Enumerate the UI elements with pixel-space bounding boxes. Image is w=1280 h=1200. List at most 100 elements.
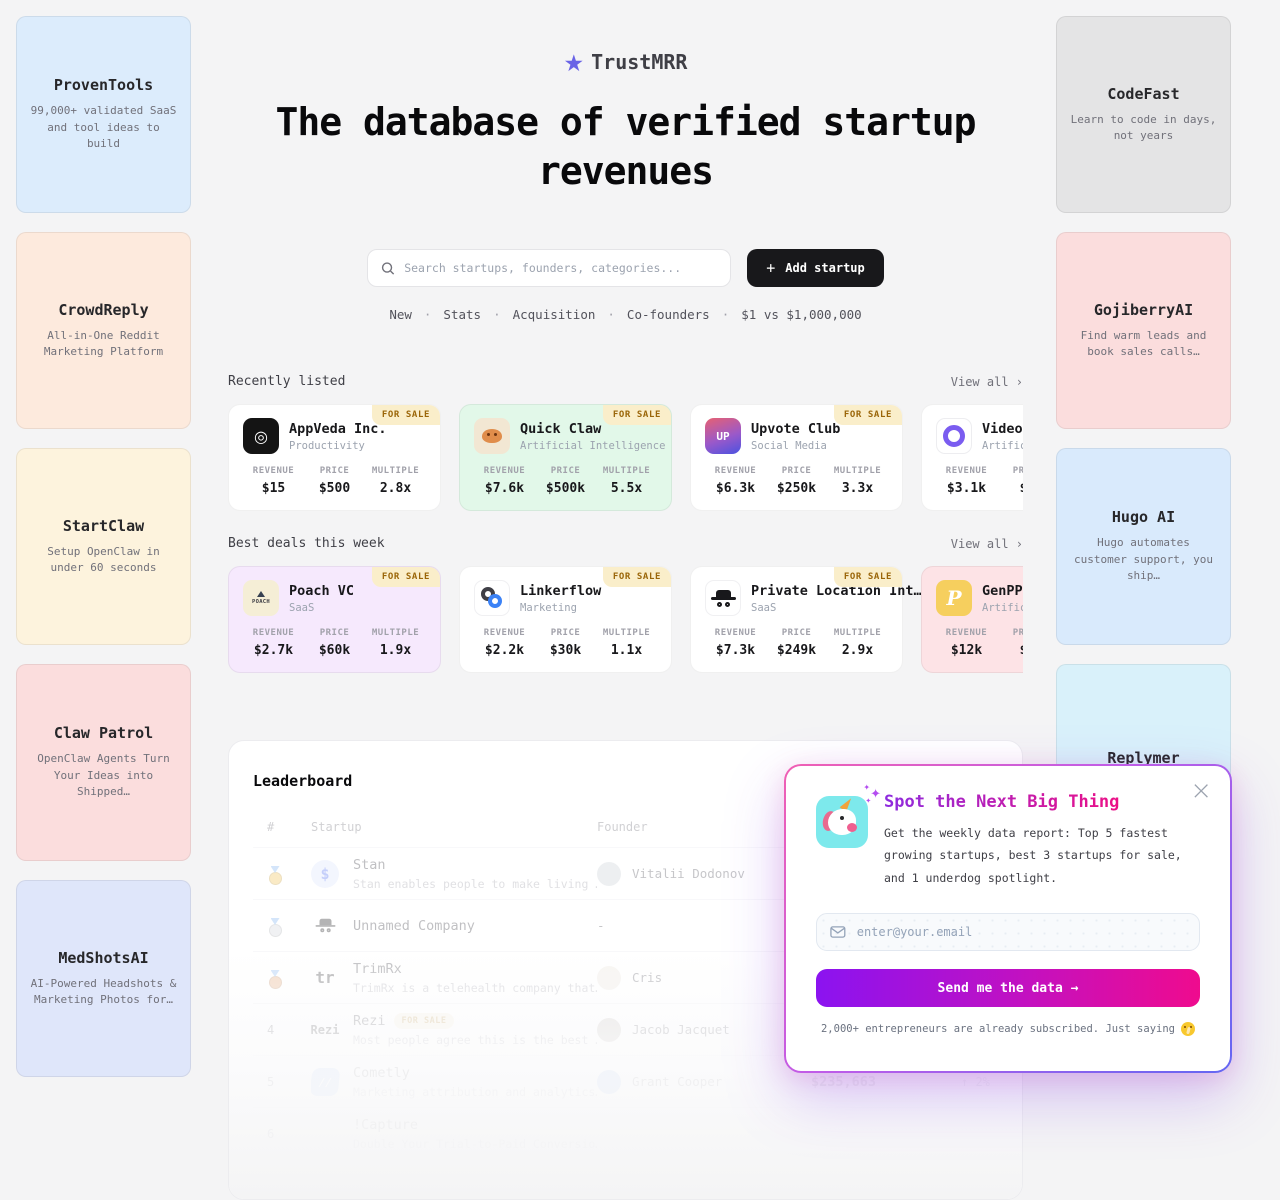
recently-listed-header: Recently listed View all ›: [228, 374, 1023, 389]
ad-desc: Learn to code in days, not years: [1070, 112, 1217, 143]
for-sale-badge: FOR SALE: [371, 405, 440, 425]
ad-title: Hugo AI: [1111, 508, 1176, 527]
send-data-button[interactable]: Send me the data →: [816, 969, 1200, 1008]
price-label: PRICE: [319, 466, 350, 476]
ad-desc: Hugo automates customer support, you shi…: [1073, 536, 1214, 583]
for-sale-badge: FOR SALE: [833, 567, 902, 587]
avatar: [597, 1017, 621, 1042]
startup-name: Rezi: [353, 1012, 386, 1029]
recently-listed-row: FOR SALE ◎ AppVeda Inc. Productivity REV…: [228, 404, 1023, 511]
startup-card-linkerflow[interactable]: FOR SALE Linkerflow Marketing REVENUE $2.…: [459, 566, 672, 673]
brand-name: TrustMRR: [591, 50, 688, 74]
table-row[interactable]: 6 !Capture Double Your Trial-to-Paid Con…: [253, 1107, 998, 1159]
revenue-label: REVENUE: [252, 466, 295, 476]
avatar: [597, 965, 621, 990]
ad-title: GojiberryAI: [1093, 300, 1194, 319]
ad-card-claw-patrol[interactable]: Claw Patrol OpenClaw Agents Turn Your Id…: [16, 664, 191, 861]
incognito-icon: [311, 912, 339, 940]
startup-name: GenPPT: [982, 582, 1023, 599]
brand-logo[interactable]: ★ TrustMRR: [228, 50, 1023, 77]
rank: 4: [267, 1022, 275, 1037]
startup-name: AppVeda Inc.: [289, 420, 387, 437]
email-field[interactable]: [816, 913, 1200, 952]
startup-card-poach-vc[interactable]: FOR SALE POACH Poach VC SaaS REVENUE $2.7…: [228, 566, 441, 673]
startup-card-private-location[interactable]: FOR SALE Private Location Int… SaaS REVE…: [690, 566, 922, 673]
ad-title: CodeFast: [1107, 84, 1180, 103]
startup-card-upvote-club[interactable]: FOR SALE UP Upvote Club Social Media REV…: [690, 404, 903, 511]
nav-item-cofounders[interactable]: Co-founders: [626, 307, 710, 322]
leaderboard-title: Leaderboard: [253, 771, 353, 790]
startup-category: Artificial Intelligence: [520, 439, 666, 452]
startup-card-quick-claw[interactable]: FOR SALE Quick Claw Artificial Intellige…: [459, 404, 672, 511]
search-icon: [382, 261, 395, 275]
multiple-value: 1.1x: [610, 643, 643, 658]
section-title: Best deals this week: [228, 536, 385, 551]
ad-card-proventools[interactable]: ProvenTools 99,000+ validated SaaS and t…: [16, 16, 191, 213]
modal-footer-text: 2,000+ entrepreneurs are already subscri…: [820, 1023, 1175, 1036]
ad-desc: AI-Powered Headshots & Marketing Photos …: [30, 976, 177, 1007]
price-label: PRICE: [781, 628, 812, 638]
ad-card-startclaw[interactable]: StartClaw Setup OpenClaw in under 60 sec…: [16, 448, 191, 645]
ad-card-medshotsai[interactable]: MedShotsAI AI-Powered Headshots & Market…: [16, 880, 191, 1077]
search-box[interactable]: [367, 249, 732, 287]
price-value: $60k: [318, 643, 351, 658]
add-startup-button[interactable]: + Add startup: [747, 249, 884, 287]
view-all-link[interactable]: View all ›: [950, 536, 1023, 551]
search-input[interactable]: [404, 261, 718, 275]
startup-card-videodu[interactable]: VideoDu Artificial REVENUE$3.1k PRICE$1 …: [921, 404, 1023, 511]
startup-name: Stan: [353, 856, 386, 873]
rank: 6: [267, 1126, 275, 1141]
poach-vc-logo-icon: POACH: [243, 580, 279, 616]
price-value: $30k: [549, 643, 582, 658]
ad-title: ProvenTools: [53, 76, 154, 95]
revenue-value: $15: [261, 481, 286, 496]
startup-category: Artificial: [982, 601, 1023, 614]
ad-card-codefast[interactable]: CodeFast Learn to code in days, not year…: [1056, 16, 1231, 213]
price-value: $500: [318, 481, 351, 496]
section-title: Recently listed: [228, 374, 346, 389]
ad-card-hugo-ai[interactable]: Hugo AI Hugo automates customer support,…: [1056, 448, 1231, 645]
modal-title: Spot the Next Big Thing: [884, 792, 1120, 812]
startup-card-genppt[interactable]: P GenPPT Artificial REVENUE$12k PRICE$7 …: [921, 566, 1023, 673]
for-sale-badge: FOR SALE: [602, 405, 671, 425]
ad-card-crowdreply[interactable]: CrowdReply All-in-One Reddit Marketing P…: [16, 232, 191, 429]
founder-name: -: [597, 918, 605, 933]
startup-desc: Most people agree this is the best …: [353, 1032, 597, 1047]
ad-card-gojiberryai[interactable]: GojiberryAI Find warm leads and book sal…: [1056, 232, 1231, 429]
unicorn-avatar: ✦✦ ✦: [816, 784, 881, 848]
startup-name: Linkerflow: [520, 582, 602, 599]
star-icon: ★: [563, 51, 585, 77]
multiple-label: MULTIPLE: [602, 628, 651, 638]
nav-item-acquisition[interactable]: Acquisition: [512, 307, 596, 322]
nav-item-new[interactable]: New: [389, 307, 412, 322]
price-label: PRICE: [550, 466, 581, 476]
startup-desc: TrimRx is a telehealth company that…: [353, 980, 597, 995]
startup-name: Upvote Club: [751, 420, 841, 437]
search-row: + Add startup: [228, 249, 1023, 287]
startup-name: Quick Claw: [520, 420, 602, 437]
modal-body: Get the weekly data report: Top 5 fastes…: [884, 826, 1182, 885]
revenue-value: $3.1k: [946, 481, 987, 496]
startup-card-appveda[interactable]: FOR SALE ◎ AppVeda Inc. Productivity REV…: [228, 404, 441, 511]
price-value: $7: [997, 643, 1023, 658]
column-rank: #: [267, 820, 275, 834]
founder-name: Vitalii Dodonov: [632, 866, 745, 881]
email-input[interactable]: [856, 925, 1186, 940]
revenue-label: REVENUE: [252, 628, 295, 638]
avatar: [597, 861, 621, 886]
close-icon[interactable]: ×: [1190, 776, 1212, 806]
mrr-value: $235,663: [811, 1073, 877, 1090]
view-all-link[interactable]: View all ›: [950, 374, 1023, 389]
nav-item-stats[interactable]: Stats: [443, 307, 482, 322]
price-value: $249k: [776, 643, 817, 658]
videodu-logo-icon: [936, 418, 972, 454]
nav-item-1vs1m[interactable]: $1 vs $1,000,000: [741, 307, 862, 322]
revenue-label: REVENUE: [714, 466, 757, 476]
incognito-icon: [705, 580, 741, 616]
multiple-label: MULTIPLE: [833, 628, 882, 638]
nav-links: New · Stats · Acquisition · Co-founders …: [228, 307, 1023, 322]
multiple-label: MULTIPLE: [833, 466, 882, 476]
revenue-label: REVENUE: [483, 628, 526, 638]
for-sale-badge: FOR SALE: [602, 567, 671, 587]
